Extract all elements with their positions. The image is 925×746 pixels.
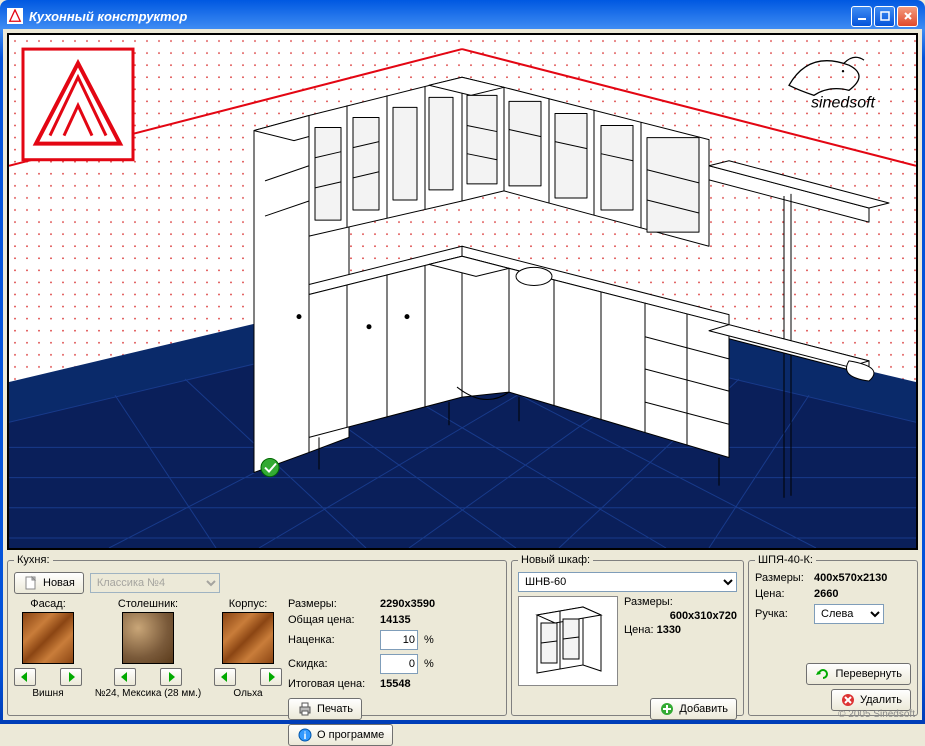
titlebar: Кухонный конструктор <box>3 3 922 29</box>
cabinet-model-select[interactable]: ШНВ-60 <box>518 572 737 592</box>
minimize-button[interactable] <box>851 6 872 27</box>
discount-input[interactable] <box>380 654 418 674</box>
document-icon <box>23 575 39 591</box>
close-button[interactable] <box>897 6 918 27</box>
markup-input[interactable] <box>380 630 418 650</box>
print-button[interactable]: Печать <box>288 698 362 720</box>
window-title: Кухонный конструктор <box>29 9 851 24</box>
maximize-button[interactable] <box>874 6 895 27</box>
selected-legend: ШПЯ-40-К: <box>755 554 816 566</box>
selected-cabinet-panel: ШПЯ-40-К: Размеры:400x570x2130 Цена:2660… <box>748 554 918 716</box>
app-icon <box>7 8 23 24</box>
svg-text:i: i <box>304 731 307 742</box>
handle-select[interactable]: Слева <box>814 604 884 624</box>
counter-next-button[interactable] <box>160 668 182 686</box>
facade-prev-button[interactable] <box>14 668 36 686</box>
style-select[interactable]: Классика №4 <box>90 573 220 593</box>
body-next-button[interactable] <box>260 668 282 686</box>
copyright-text: © 2005 Sinedsoft <box>838 709 915 720</box>
kitchen-panel: Кухня: Новая Классика №4 Фасад: <box>7 554 507 716</box>
refresh-icon <box>815 666 831 682</box>
printer-icon <box>297 701 313 717</box>
counter-swatch <box>122 612 174 664</box>
newcab-legend: Новый шкаф: <box>518 554 593 566</box>
cabinet-preview <box>518 596 618 686</box>
checkmark-icon <box>261 458 279 476</box>
facade-swatch <box>22 612 74 664</box>
body-swatch <box>222 612 274 664</box>
kitchen-legend: Кухня: <box>14 554 53 566</box>
new-kitchen-button[interactable]: Новая <box>14 572 84 594</box>
viewport-3d[interactable]: Ли <box>7 33 918 550</box>
flip-button[interactable]: Перевернуть <box>806 663 911 685</box>
counter-prev-button[interactable] <box>114 668 136 686</box>
body-prev-button[interactable] <box>214 668 236 686</box>
delete-icon <box>840 692 856 708</box>
info-icon: i <box>297 727 313 743</box>
new-cabinet-panel: Новый шкаф: ШНВ-60 <box>511 554 744 716</box>
facade-next-button[interactable] <box>60 668 82 686</box>
sinedsoft-text: sinedsoft <box>811 93 877 111</box>
about-button[interactable]: i О программе <box>288 724 393 746</box>
add-cabinet-button[interactable]: Добавить <box>650 698 737 720</box>
plus-icon <box>659 701 675 717</box>
delete-button[interactable]: Удалить <box>831 689 911 711</box>
